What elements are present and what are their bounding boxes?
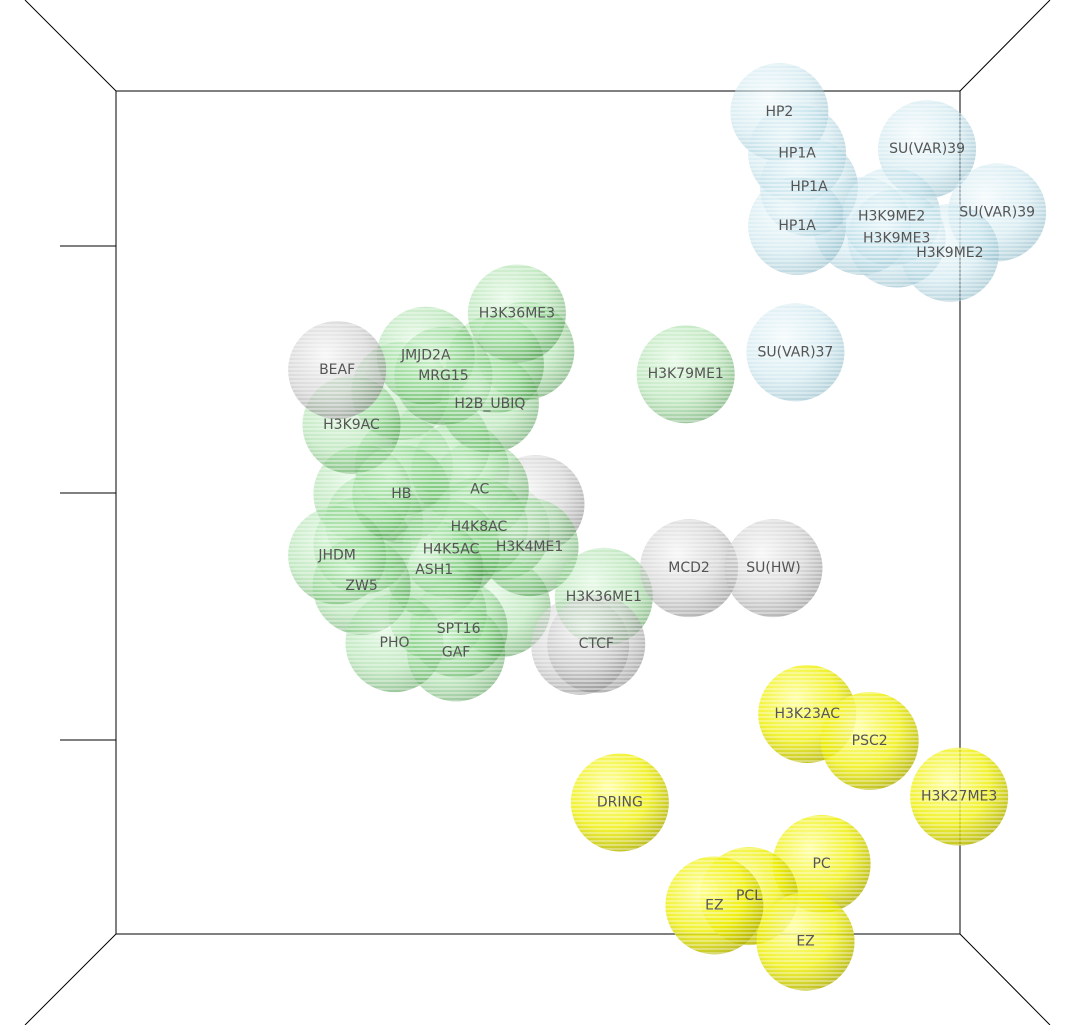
plot-box-edge — [959, 933, 1051, 1025]
point-label: H3K36ME1 — [566, 589, 642, 605]
point-label: AC — [470, 482, 489, 498]
sphere-shading — [910, 747, 1009, 846]
sphere-shading — [547, 595, 646, 694]
point-label: HP1A — [778, 145, 816, 161]
point-label: H4K5AC — [423, 542, 480, 558]
point-label: PCL — [736, 888, 762, 904]
label-layer: HP2 HP1A HP1A HP1A SU(VAR)39 SU(VAR)39 H3K9ME2… — [317, 104, 1035, 950]
point-label: PC — [812, 856, 830, 872]
sphere-shading — [467, 264, 566, 363]
point-label: EZ — [796, 934, 814, 950]
sphere-point — [724, 519, 823, 618]
point-label: BEAF — [319, 362, 355, 378]
point-label: SU(VAR)37 — [757, 344, 833, 360]
plot-box-frame — [24, 0, 1051, 1025]
plot-box-edge — [24, 0, 117, 92]
sphere-point — [900, 203, 999, 302]
point-label: HB — [391, 486, 411, 502]
plot-box-edge — [24, 933, 117, 1025]
point-label: HP1A — [790, 179, 828, 195]
sphere-shading — [756, 892, 855, 991]
sphere-shading — [746, 303, 845, 402]
point-label: DRING — [597, 794, 643, 810]
sphere-shading — [480, 498, 579, 597]
sphere-point — [547, 595, 646, 694]
sphere-point — [636, 325, 735, 424]
sphere-point — [820, 691, 919, 790]
sphere-shading — [288, 321, 387, 420]
point-label: JHDM — [317, 547, 356, 563]
point-label: H2B_UBIQ — [454, 396, 525, 412]
point-label: PSC2 — [852, 733, 888, 749]
sphere-point — [665, 856, 764, 955]
sphere-shading — [636, 325, 735, 424]
point-label: ASH1 — [415, 562, 453, 578]
point-label: H3K27ME3 — [921, 789, 997, 805]
point-label: PHO — [380, 635, 410, 651]
sphere-point — [440, 354, 539, 453]
point-label: SU(VAR)39 — [959, 204, 1035, 220]
sphere-point — [756, 892, 855, 991]
point-label: GAF — [442, 644, 470, 660]
sphere-shading — [900, 203, 999, 302]
sphere-point — [288, 321, 387, 420]
plot-box-back-face — [115, 90, 961, 935]
point-label: SPT16 — [437, 621, 481, 637]
sphere-shading — [724, 519, 823, 618]
sphere-shading — [748, 176, 847, 275]
sphere-point — [748, 176, 847, 275]
sphere-point — [640, 519, 739, 618]
point-label: H4K8AC — [451, 519, 508, 535]
plot-box-edge — [959, 0, 1051, 92]
point-label: H3K9AC — [323, 417, 380, 433]
sphere-shading — [820, 691, 919, 790]
point-label: H3K9ME2 — [916, 245, 983, 261]
point-label: HP2 — [765, 104, 793, 120]
point-label: MRG15 — [418, 368, 468, 384]
point-label: H3K23AC — [774, 706, 840, 722]
point-label: H3K79ME1 — [648, 366, 724, 382]
sphere-point — [746, 303, 845, 402]
point-label: SU(HW) — [746, 560, 800, 576]
sphere-shading — [440, 354, 539, 453]
sphere-point — [407, 603, 506, 702]
point-label: HP1A — [778, 218, 816, 234]
point-label: ZW5 — [345, 578, 377, 594]
point-label: H3K9ME3 — [863, 231, 930, 247]
sphere-point — [910, 747, 1009, 846]
point-label: H3K4ME1 — [496, 539, 563, 555]
point-label: H3K9ME2 — [858, 209, 925, 225]
sphere-layer — [288, 63, 1047, 991]
point-label: CTCF — [579, 636, 614, 652]
sphere-point — [467, 264, 566, 363]
sphere-point — [480, 498, 579, 597]
point-label: JMJD2A — [400, 348, 451, 364]
sphere-point — [570, 753, 669, 852]
sphere-shading — [640, 519, 739, 618]
sphere-shading — [570, 753, 669, 852]
point-label: EZ — [705, 897, 723, 913]
sphere-shading — [407, 603, 506, 702]
point-label: SU(VAR)39 — [889, 141, 965, 157]
point-label: MCD2 — [668, 560, 710, 576]
point-label: H3K36ME3 — [479, 306, 555, 322]
sphere-shading — [665, 856, 764, 955]
